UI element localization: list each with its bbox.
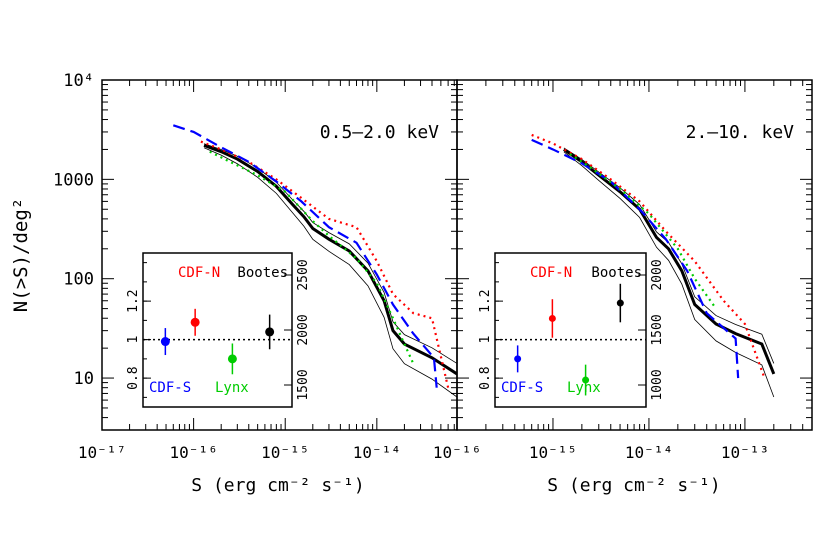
inset-label-cdf-n: CDF-N <box>530 265 572 281</box>
series-line-bootes <box>203 143 457 376</box>
inset: 0.8 1 1.2 1000 1500 2000 CDF-N Bootes CDF-S Lynx <box>478 252 665 408</box>
y-tick-label: 100 <box>63 270 94 290</box>
x-tick-label: 10⁻¹⁴ <box>625 443 673 462</box>
inset-tick-label-right: 1500 <box>296 369 311 400</box>
panel-soft-band: 10⁻¹⁷ 10⁻¹⁶ 10⁻¹⁵ 10⁻¹⁴ 10 100 1000 10⁴ 0.5–2.0 … <box>53 71 458 462</box>
x-tick-label: 10⁻¹⁵ <box>261 443 309 462</box>
series-group <box>531 133 776 398</box>
series-group <box>172 124 457 398</box>
panel-title: 2.–10. keV <box>686 122 795 143</box>
inset-point-cdf-n <box>190 317 200 327</box>
inset-point-lynx <box>582 376 590 384</box>
x-tick-label: 10⁻¹⁶ <box>433 443 481 462</box>
y-axis-label: N(>S)/deg² <box>10 198 32 312</box>
inset: 0.8 1 1.2 1500 2000 2500 CDF-N Bootes CDF-S Lynx <box>126 252 311 408</box>
panel-hard-band: 10⁻¹⁶ 10⁻¹⁵ 10⁻¹⁴ 10⁻¹³ 2.–10. keV 0.8 1 1.2 100… <box>433 79 813 462</box>
inset-tick-label-left: 1.2 <box>126 289 141 312</box>
series-line-cdf-s <box>172 124 438 388</box>
inset-label-cdf-n: CDF-N <box>178 265 220 281</box>
x-tick-label: 10⁻¹⁵ <box>529 443 577 462</box>
y-tick-label: 10⁴ <box>63 71 94 91</box>
x-tick-label: 10⁻¹⁷ <box>78 443 126 462</box>
panel-title: 0.5–2.0 keV <box>320 122 439 143</box>
inset-tick-label-right: 1000 <box>650 369 665 400</box>
inset-point-bootes <box>265 327 275 337</box>
inset-label-lynx: Lynx <box>215 380 249 396</box>
inset-label-bootes: Bootes <box>237 265 288 281</box>
inset-label-lynx: Lynx <box>567 380 601 396</box>
x-tick-label: 10⁻¹³ <box>721 443 769 462</box>
inset-tick-label-right: 2000 <box>650 259 665 290</box>
y-tick-label: 1000 <box>53 170 94 190</box>
x-axis-label-right: S (erg cm⁻² s⁻¹) <box>547 475 720 496</box>
y-tick-label: 10 <box>74 369 94 389</box>
inset-label-bootes: Bootes <box>591 265 642 281</box>
x-axis-label-left: S (erg cm⁻² s⁻¹) <box>191 475 364 496</box>
inset-tick-label-left: 0.8 <box>126 366 141 389</box>
inset-tick-label-left: 1.2 <box>478 289 493 312</box>
inset-tick-label-left: 1 <box>126 336 141 344</box>
inset-point-bootes <box>616 299 624 307</box>
inset-tick-label-right: 2000 <box>296 314 311 345</box>
x-tick-label: 10⁻¹⁴ <box>353 443 401 462</box>
inset-label-cdf-s: CDF-S <box>501 380 543 396</box>
x-tick-label: 10⁻¹⁶ <box>170 443 218 462</box>
inset-label-cdf-s: CDF-S <box>149 380 191 396</box>
inset-tick-label-right: 1500 <box>650 314 665 345</box>
series-line-lynx <box>569 153 717 310</box>
series-line-lynx <box>209 150 415 364</box>
inset-point-lynx <box>227 354 237 364</box>
inset-point-cdf-n <box>548 314 556 322</box>
inset-tick-label-right: 2500 <box>296 259 311 290</box>
inset-point-cdf-s <box>514 355 522 363</box>
series-line-cdf-s <box>531 138 740 379</box>
inset-point-cdf-s <box>160 337 170 347</box>
inset-tick-label-left: 0.8 <box>478 366 493 389</box>
inset-frame <box>494 252 647 408</box>
inset-tick-label-left: 1 <box>478 336 493 344</box>
